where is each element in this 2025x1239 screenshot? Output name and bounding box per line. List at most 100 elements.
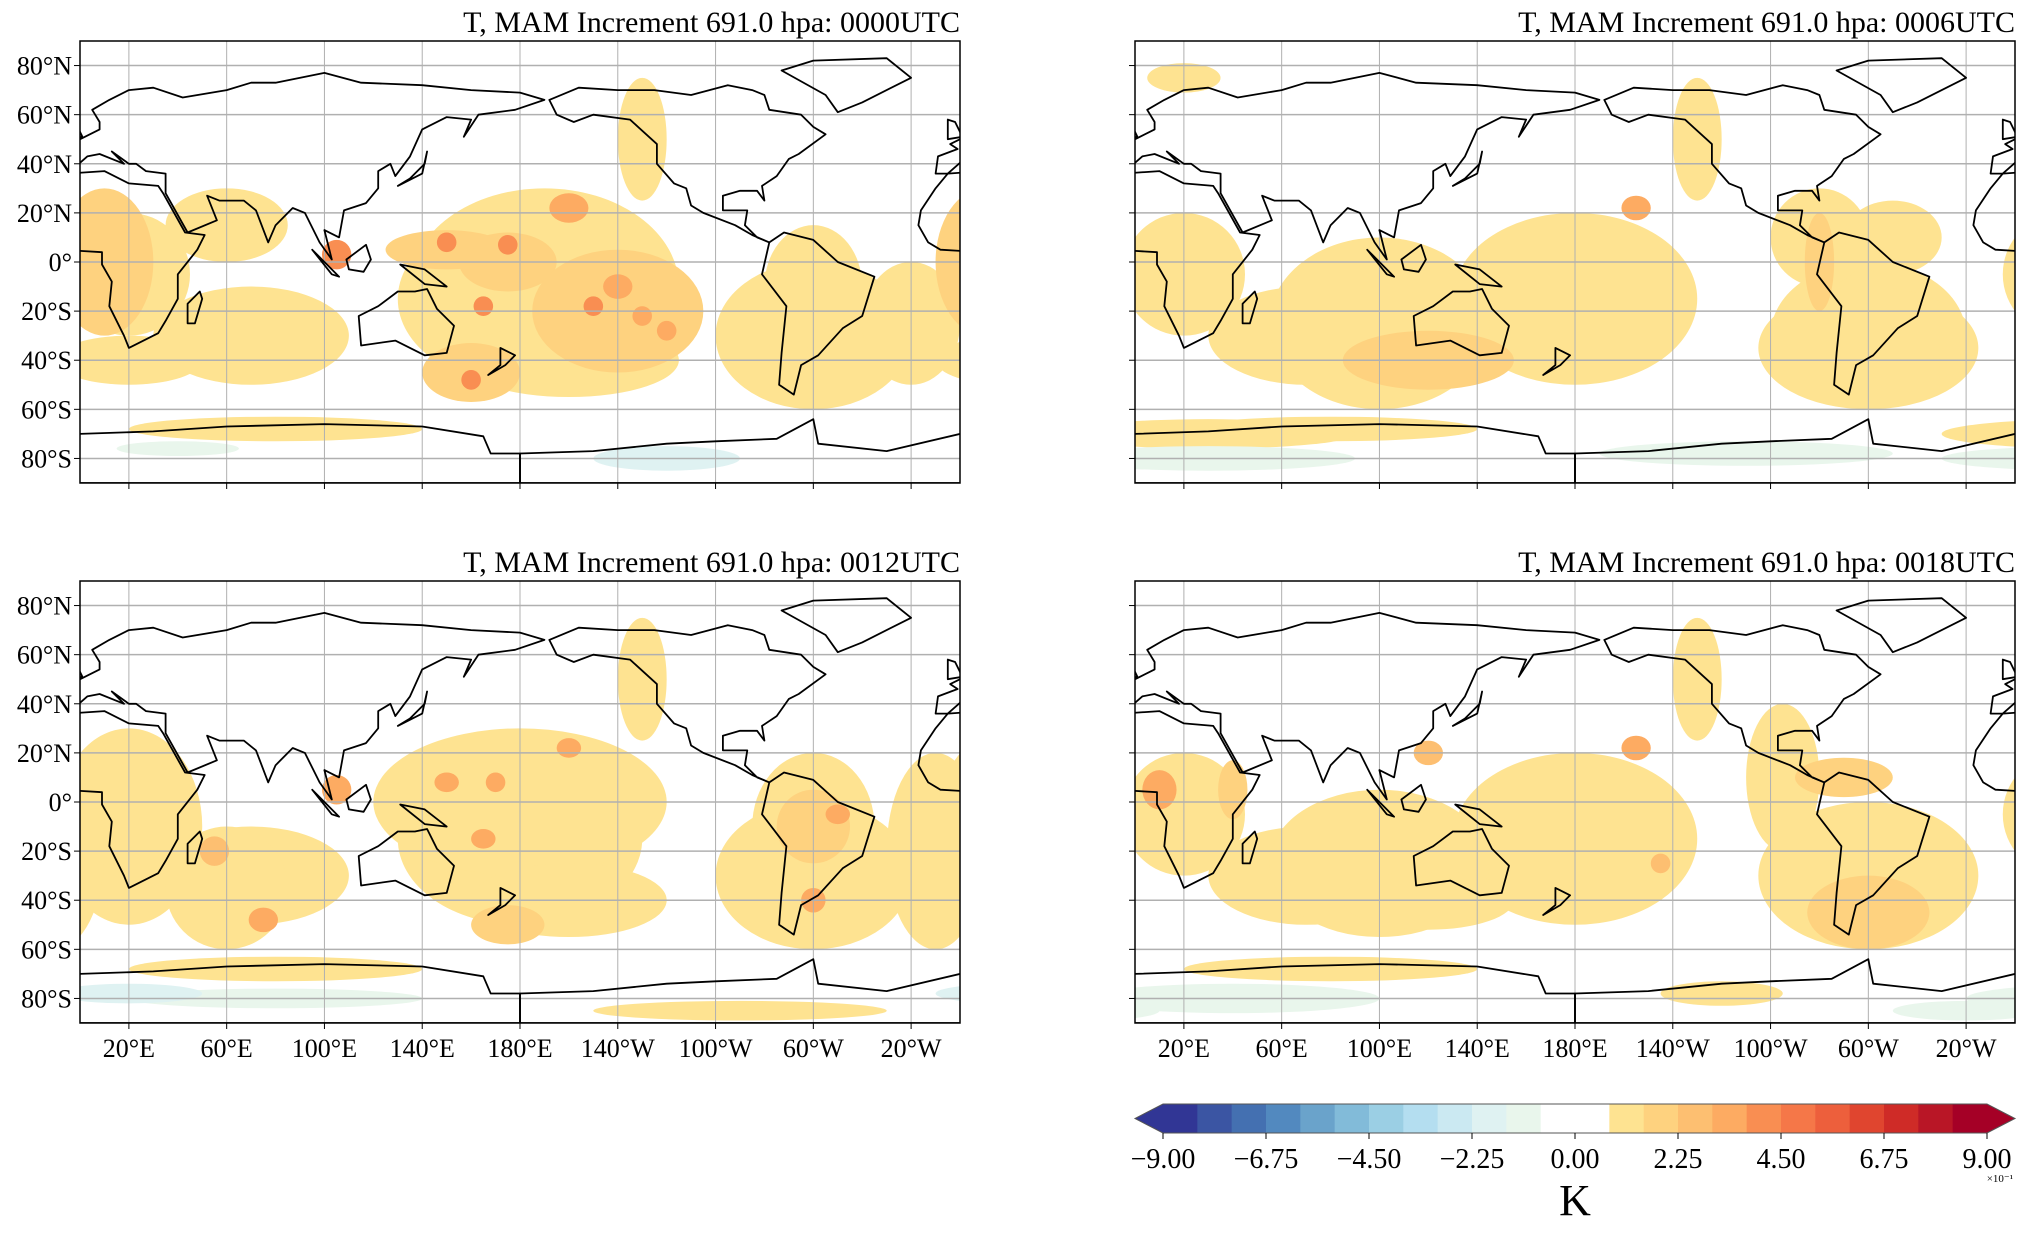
x-tick-label: 100°E (1347, 1034, 1412, 1063)
colorbar-bin (1369, 1104, 1404, 1133)
y-tick-label: 20°N (17, 739, 72, 768)
y-tick-label: 40°S (21, 346, 72, 375)
coastline-newzealand (487, 347, 516, 376)
colorbar-bin (1609, 1104, 1645, 1133)
coastline-uk (946, 118, 960, 141)
coastline-antarctica (519, 958, 960, 1023)
coastline-newzealand (1542, 347, 1571, 376)
increment-contour (617, 77, 667, 201)
coastlines (1135, 57, 2015, 483)
x-tick-label: 20°E (103, 1034, 155, 1063)
coastline-africa (80, 170, 206, 349)
increment-contour (473, 296, 494, 317)
colorbar-bin (1849, 1104, 1885, 1133)
coastline-japan (396, 690, 428, 727)
coastline-greenland (780, 597, 912, 654)
colorbar-bin (1163, 1104, 1198, 1133)
colorbar-bin (1575, 1104, 1610, 1133)
x-tick-label: 100°W (679, 1034, 753, 1063)
colorbar-bin (1781, 1104, 1816, 1133)
coastline-antarctica (519, 418, 960, 483)
y-tick-label: 40°N (17, 150, 72, 179)
x-tick-label: 140°E (390, 1034, 455, 1063)
colorbar-bin (1437, 1104, 1473, 1133)
coastline-uk (2001, 118, 2015, 141)
y-tick-label: 40°N (17, 690, 72, 719)
colorbar-tick-label: −6.75 (1234, 1144, 1299, 1175)
coastline-newguinea (399, 263, 448, 288)
coastline-sumatra (1366, 788, 1395, 818)
coastline-australia (1412, 288, 1510, 357)
increment-contour (935, 986, 960, 1001)
coastline-japan (1451, 690, 1483, 727)
y-tick-label: 20°N (17, 199, 72, 228)
map-area (1135, 41, 2015, 483)
coastline-newguinea (399, 803, 448, 828)
increment-contour (116, 441, 239, 456)
increment-contour (128, 956, 423, 982)
x-tick-label: 60°E (1256, 1034, 1308, 1063)
colorbar-bin (1678, 1104, 1713, 1133)
increment-contour (997, 441, 1119, 456)
increment-contour (1941, 421, 2015, 447)
coastline-madagascar (1241, 830, 1259, 865)
coastline-greenland (780, 57, 912, 114)
coastline-borneo (1400, 243, 1427, 273)
increment-contour (1746, 703, 1820, 852)
colorbar-tick-label: 6.75 (1860, 1144, 1909, 1175)
map-panel-3: 20°E 60°E 100°E 140°E 180°E 140°W 100°W 60°W 20°… (957, 546, 2016, 1063)
colorbar-bin (1952, 1104, 1988, 1133)
increment-contour (1080, 836, 1109, 865)
coastline-namerica (1603, 624, 1882, 784)
colorbar-bin (1746, 1104, 1782, 1133)
coastline-madagascar (1068, 292, 1083, 324)
colorbar: −9.00 −6.75 −4.50 −2.25 0.00 2.25 4.50 6.75 9.00… (1131, 1103, 2017, 1225)
colorbar-bin (1815, 1104, 1851, 1133)
coastline-eurasia (1135, 612, 1601, 801)
coastline-borneo (345, 783, 372, 813)
increment-contour (1892, 1000, 2015, 1021)
coastlines (80, 57, 1083, 483)
colorbar-bin (1403, 1104, 1439, 1133)
increment-contour (461, 370, 481, 390)
y-tick-label: 80°N (17, 52, 72, 81)
coastline-madagascar (1241, 290, 1259, 325)
colorbar-tick-label: 2.25 (1654, 1144, 1703, 1175)
increment-contour (593, 1000, 887, 1021)
increment-contour (1135, 1003, 1160, 1019)
increment-contour (471, 829, 496, 849)
x-tick-label: 100°W (1734, 1034, 1808, 1063)
x-tick-label: 180°E (1542, 1034, 1607, 1063)
coastline-africa (1135, 710, 1261, 889)
increment-contour (1672, 77, 1722, 201)
colorbar-bin (1300, 1104, 1336, 1133)
coastline-samerica (1816, 231, 1931, 396)
coastline-sumatra (1366, 248, 1395, 278)
y-tick-label: 60°S (21, 935, 72, 964)
coastline-namerica (1603, 84, 1882, 244)
increment-contour (0, 262, 31, 409)
coastline-samerica (761, 231, 876, 396)
increment-contour (617, 617, 667, 741)
increment-contour (2002, 237, 2015, 312)
y-tick-label: 20°S (21, 837, 72, 866)
increment-contour (1135, 212, 1245, 336)
coastlines (957, 597, 2015, 1023)
colorbar-extend-high (1987, 1104, 2015, 1133)
panel-title: T, MAM Increment 691.0 hpa: 0000UTC (463, 6, 960, 39)
coastline-samerica (761, 771, 876, 936)
colorbar-tick-label: −9.00 (1131, 1144, 1196, 1175)
map-panel-2: 20°E 60°E 100°E 140°E 180°E 140°W 100°W 60°W 20°… (0, 546, 1109, 1063)
increment-contour (0, 1001, 7, 1021)
y-tick-label: 80°N (17, 592, 72, 621)
increment-contour (583, 296, 604, 317)
colorbar-tick-label: −4.50 (1337, 1144, 1402, 1175)
x-tick-label: 20°W (881, 1034, 942, 1063)
colorbar-bin (1712, 1104, 1748, 1133)
increment-contour (434, 772, 459, 793)
colorbar-bin (1197, 1104, 1233, 1133)
x-tick-label: 60°E (201, 1034, 253, 1063)
coastline-africa (1135, 170, 1261, 349)
coastline-greenland (957, 598, 1087, 652)
